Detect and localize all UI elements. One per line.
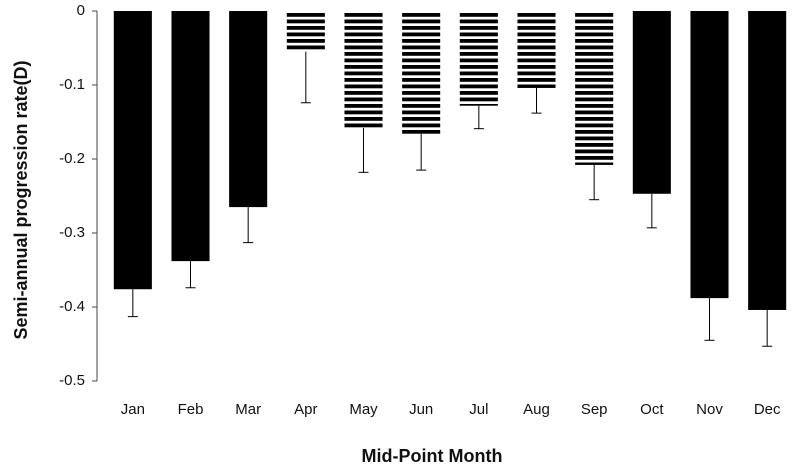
x-tick-label: Feb <box>178 401 204 418</box>
y-tick-label: -0.5 <box>59 372 85 389</box>
y-tick-label: 0 <box>77 2 85 19</box>
bar <box>632 11 671 194</box>
bar <box>229 11 268 208</box>
x-tick-label: Jun <box>409 401 433 418</box>
bar <box>690 11 729 299</box>
y-tick-label: -0.3 <box>59 224 85 241</box>
x-tick-label: Apr <box>294 401 317 418</box>
x-axis-title: Mid-Point Month <box>362 446 503 466</box>
x-tick-label: Dec <box>754 401 781 418</box>
x-tick-label: Oct <box>640 401 664 418</box>
y-tick-label: -0.4 <box>59 298 85 315</box>
bar <box>286 11 325 52</box>
x-tick-label: May <box>349 401 378 418</box>
y-tick-label: -0.2 <box>59 150 85 167</box>
x-tick-label: Jan <box>121 401 145 418</box>
bar <box>402 11 441 134</box>
x-tick-label: Mar <box>235 401 261 418</box>
bar <box>344 11 383 128</box>
bar <box>113 11 152 290</box>
x-tick-label: Sep <box>581 401 608 418</box>
bar <box>171 11 210 262</box>
y-axis-title: Semi-annual progression rate(D) <box>11 60 31 339</box>
x-tick-label: Jul <box>469 401 488 418</box>
bar <box>575 11 614 165</box>
x-tick-label: Nov <box>696 401 723 418</box>
x-tick-label: Aug <box>523 401 550 418</box>
y-tick-label: -0.1 <box>59 76 85 93</box>
bar <box>748 11 787 310</box>
bar <box>517 11 556 88</box>
bar <box>459 11 498 106</box>
